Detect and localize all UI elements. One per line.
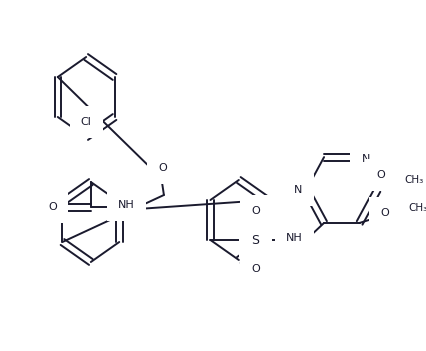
- Text: S: S: [251, 233, 259, 246]
- Text: NH: NH: [286, 233, 303, 243]
- Text: O: O: [251, 264, 260, 274]
- Text: NH: NH: [118, 200, 135, 210]
- Text: O: O: [251, 206, 260, 216]
- Text: O: O: [380, 208, 389, 218]
- Text: Cl: Cl: [81, 117, 92, 127]
- Text: O: O: [158, 163, 167, 173]
- Text: CH₃: CH₃: [405, 175, 424, 185]
- Text: N: N: [294, 185, 302, 195]
- Text: O: O: [49, 202, 57, 212]
- Text: NH: NH: [118, 200, 135, 210]
- Text: CH₃: CH₃: [409, 203, 426, 213]
- Text: N: N: [362, 154, 370, 164]
- Text: O: O: [377, 170, 385, 180]
